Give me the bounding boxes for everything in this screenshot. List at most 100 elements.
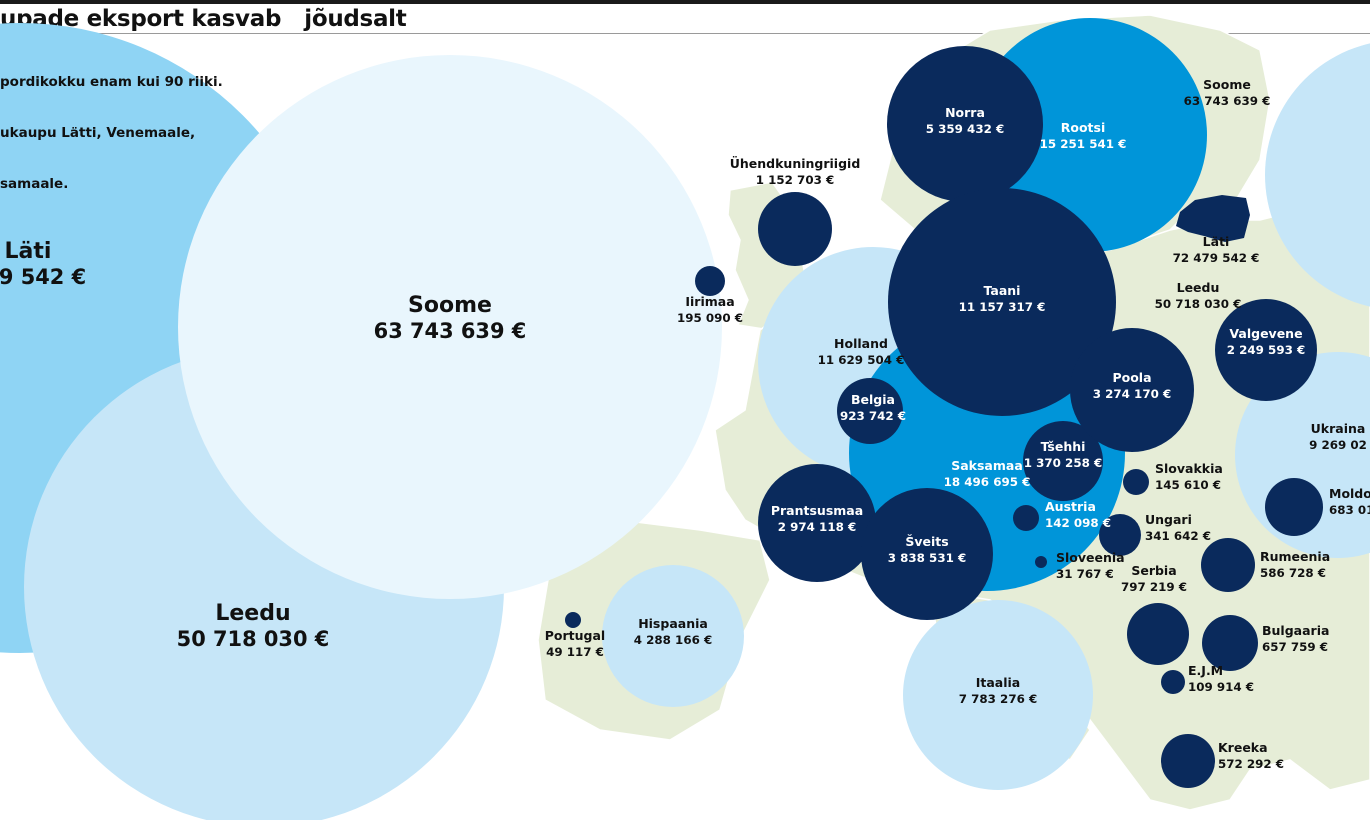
label-name-ejm: E.J.M xyxy=(1188,663,1223,678)
bubble-rumeenia xyxy=(1201,538,1255,592)
bubble-itaalia xyxy=(903,600,1093,790)
label-value-holland: 11 629 504 € xyxy=(818,353,905,367)
label-name-lati-big: Läti xyxy=(5,239,52,264)
label-name-lati-small: Läti xyxy=(1203,234,1230,249)
intro-text: pordikokku enam kui 90 riiki. ukaupu Lät… xyxy=(0,40,223,210)
label-value-soome-small: 63 743 639 € xyxy=(1184,94,1271,108)
bubble-ungari xyxy=(1099,514,1141,556)
label-value-austria: 142 098 € xyxy=(1045,516,1111,530)
label-name-slovakkia: Slovakkia xyxy=(1155,461,1223,476)
label-value-leedu-small: 50 718 030 € xyxy=(1155,297,1242,311)
label-name-sloveenia: Sloveenia xyxy=(1056,550,1125,565)
top-bar xyxy=(0,0,1370,4)
label-value-saksamaa: 18 496 695 € xyxy=(944,475,1031,489)
label-name-bulgaaria: Bulgaaria xyxy=(1262,623,1329,638)
label-value-valgevene: 2 249 593 € xyxy=(1227,343,1305,357)
label-value-ukraina: 9 269 02 xyxy=(1309,438,1367,452)
bubble-austria xyxy=(1013,505,1039,531)
label-value-tsehhi: 1 370 258 € xyxy=(1024,456,1102,470)
bubble-soome-big xyxy=(178,55,722,599)
label-name-leedu-big: Leedu xyxy=(215,601,290,626)
bubble-taani xyxy=(888,188,1116,416)
title-rule xyxy=(0,33,1370,34)
label-name-rootsi: Rootsi xyxy=(1061,120,1106,135)
bubble-sveits xyxy=(861,488,993,620)
bubble-iirimaa xyxy=(695,266,725,296)
label-name-prantsusmaa: Prantsusmaa xyxy=(771,503,863,518)
bubbles-layer xyxy=(0,18,1370,820)
label-name-holland: Holland xyxy=(834,336,888,351)
label-value-itaalia: 7 783 276 € xyxy=(959,692,1037,706)
intro-line-1: pordikokku enam kui 90 riiki. xyxy=(0,74,223,90)
label-value-leedu-big: 50 718 030 € xyxy=(177,627,330,651)
intro-line-3: samaale. xyxy=(0,176,69,192)
label-name-kreeka: Kreeka xyxy=(1218,740,1268,755)
label-value-sveits: 3 838 531 € xyxy=(888,551,966,565)
bubble-bulgaaria xyxy=(1202,615,1258,671)
label-value-hispaania: 4 288 166 € xyxy=(634,633,712,647)
bubble-belgia xyxy=(837,378,903,444)
label-name-sveits: Šveits xyxy=(905,534,948,549)
label-value-lati-small: 72 479 542 € xyxy=(1173,251,1260,265)
bubble-tsehhi xyxy=(1023,421,1103,501)
label-name-moldova: Moldov xyxy=(1329,486,1370,501)
label-name-tsehhi: Tšehhi xyxy=(1041,439,1086,454)
label-value-uk: 1 152 703 € xyxy=(756,173,834,187)
label-name-norra: Norra xyxy=(945,105,985,120)
label-value-prantsusmaa: 2 974 118 € xyxy=(778,520,856,534)
label-value-moldova: 683 01 xyxy=(1329,503,1370,517)
label-value-slovakkia: 145 610 € xyxy=(1155,478,1221,492)
label-value-taani: 11 157 317 € xyxy=(959,300,1046,314)
label-name-iirimaa: Iirimaa xyxy=(685,294,734,309)
label-value-ejm: 109 914 € xyxy=(1188,680,1254,694)
label-name-ungari: Ungari xyxy=(1145,512,1192,527)
bubble-prantsusmaa xyxy=(758,464,876,582)
label-value-rootsi: 15 251 541 € xyxy=(1040,137,1127,151)
label-value-norra: 5 359 432 € xyxy=(926,122,1004,136)
bubble-poola xyxy=(1070,328,1194,452)
label-name-soome-big: Soome xyxy=(408,293,492,318)
bubble-norra xyxy=(887,46,1043,202)
label-value-kreeka: 572 292 € xyxy=(1218,757,1284,771)
label-value-portugal: 49 117 € xyxy=(546,645,604,659)
label-name-taani: Taani xyxy=(984,283,1021,298)
label-name-belgia: Belgia xyxy=(851,392,895,407)
label-value-iirimaa: 195 090 € xyxy=(677,311,743,325)
label-name-portugal: Portugal xyxy=(545,628,605,643)
bubble-sloveenia xyxy=(1035,556,1047,568)
label-name-rumeenia: Rumeenia xyxy=(1260,549,1330,564)
bubble-valgevene xyxy=(1215,299,1317,401)
label-name-hispaania: Hispaania xyxy=(638,616,708,631)
label-value-ungari: 341 642 € xyxy=(1145,529,1211,543)
label-value-sloveenia: 31 767 € xyxy=(1056,567,1114,581)
bubble-ejm xyxy=(1161,670,1185,694)
label-name-saksamaa: Saksamaa xyxy=(951,458,1023,473)
label-value-rumeenia: 586 728 € xyxy=(1260,566,1326,580)
label-name-soome-small: Soome xyxy=(1203,77,1251,92)
bubble-moldova xyxy=(1265,478,1323,536)
label-name-serbia: Serbia xyxy=(1131,563,1176,578)
bubble-slovakkia xyxy=(1123,469,1149,495)
label-name-austria: Austria xyxy=(1045,499,1096,514)
label-value-soome-big: 63 743 639 € xyxy=(374,319,527,343)
label-value-serbia: 797 219 € xyxy=(1121,580,1187,594)
bubble-serbia xyxy=(1127,603,1189,665)
label-name-valgevene: Valgevene xyxy=(1229,326,1302,341)
label-name-ukraina: Ukraina xyxy=(1311,421,1366,436)
label-name-leedu-small: Leedu xyxy=(1177,280,1220,295)
estonia-shape xyxy=(1176,195,1250,242)
label-value-bulgaaria: 657 759 € xyxy=(1262,640,1328,654)
label-value-poola: 3 274 170 € xyxy=(1093,387,1171,401)
label-name-uk: Ühendkuningriigid xyxy=(730,156,861,171)
label-name-itaalia: Itaalia xyxy=(976,675,1021,690)
bubble-portugal xyxy=(565,612,581,628)
bubble-kreeka xyxy=(1161,734,1215,788)
intro-line-2: ukaupu Lätti, Venemaale, xyxy=(0,125,196,141)
bubble-hispaania xyxy=(602,565,744,707)
bubble-right-edge xyxy=(1265,43,1370,307)
bubble-uk xyxy=(758,192,832,266)
label-value-lati-big: 479 542 € xyxy=(0,265,86,289)
label-value-belgia: 923 742 € xyxy=(840,409,906,423)
